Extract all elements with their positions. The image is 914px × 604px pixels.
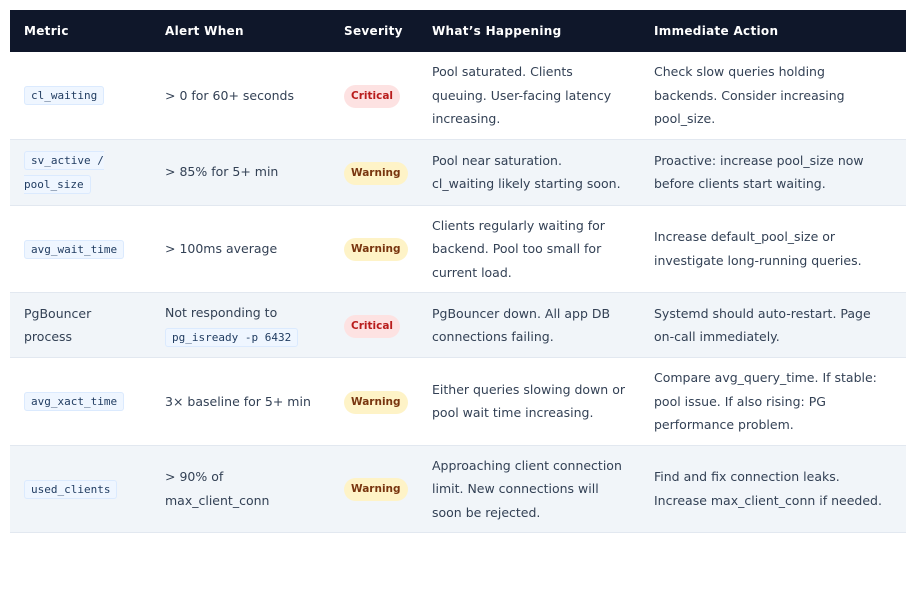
alert-text: > 100ms average xyxy=(165,241,278,256)
alert-text: > 85% for 5+ min xyxy=(165,164,279,180)
metric-cell: avg_xact_time xyxy=(10,357,151,446)
immediate-action-cell: Increase default_pool_size or investigat… xyxy=(640,205,906,293)
metric-code: avg_wait_time xyxy=(24,239,125,259)
whats-happening-cell: Pool saturated. Clients queuing. User-fa… xyxy=(418,52,640,140)
header-row: Metric Alert When Severity What’s Happen… xyxy=(10,10,906,52)
header-alert-when: Alert When xyxy=(151,10,330,52)
severity-cell: Warning xyxy=(330,139,418,206)
metric-code: sv_active / pool_size xyxy=(24,150,104,194)
header-metric: Metric xyxy=(10,10,151,52)
header-whats-happening: What’s Happening xyxy=(418,10,640,52)
metric-text: PgBouncer process xyxy=(24,305,92,345)
alert-text: > 90% of max_client_conn xyxy=(165,469,270,508)
immediate-action-cell: Compare avg_query_time. If stable: pool … xyxy=(640,357,906,446)
severity-cell: Critical xyxy=(330,52,418,140)
table-row: cl_waiting > 0 for 60+ seconds Critical … xyxy=(10,52,906,140)
header-immediate-action: Immediate Action xyxy=(640,10,906,52)
severity-cell: Warning xyxy=(330,357,418,446)
immediate-action-cell: Proactive: increase pool_size now before… xyxy=(640,139,906,206)
metric-code: used_clients xyxy=(24,479,118,499)
metric-cell: avg_wait_time xyxy=(10,205,151,293)
table-row: avg_xact_time 3× baseline for 5+ min War… xyxy=(10,357,906,446)
alert-cell: > 85% for 5+ min xyxy=(151,139,330,206)
alert-code: pg_isready -p 6432 xyxy=(165,327,299,347)
header-severity: Severity xyxy=(330,10,418,52)
immediate-action-cell: Systemd should auto-restart. Page on-cal… xyxy=(640,292,906,358)
severity-badge: Warning xyxy=(344,478,408,502)
whats-happening-cell: Pool near saturation. cl_waiting likely … xyxy=(418,139,640,206)
severity-badge: Warning xyxy=(344,161,408,185)
immediate-action-cell: Find and fix connection leaks. Increase … xyxy=(640,445,906,533)
severity-cell: Critical xyxy=(330,292,418,358)
whats-happening-cell: Approaching client connection limit. New… xyxy=(418,445,640,533)
table-row: avg_wait_time > 100ms average Warning Cl… xyxy=(10,205,906,293)
immediate-action-cell: Check slow queries holding backends. Con… xyxy=(640,52,906,140)
alert-text: Not responding to xyxy=(165,305,278,320)
alert-cell: > 90% of max_client_conn xyxy=(151,445,330,533)
severity-badge: Warning xyxy=(344,390,408,414)
table-row: sv_active / pool_size > 85% for 5+ min W… xyxy=(10,139,906,206)
severity-cell: Warning xyxy=(330,205,418,293)
metric-cell: PgBouncer process xyxy=(10,292,151,358)
alert-text: 3× baseline for 5+ min xyxy=(165,393,311,409)
alert-thresholds-table: Metric Alert When Severity What’s Happen… xyxy=(10,10,906,533)
severity-badge: Critical xyxy=(344,314,401,338)
metric-code: avg_xact_time xyxy=(24,392,125,411)
metric-cell: cl_waiting xyxy=(10,52,151,140)
severity-cell: Warning xyxy=(330,445,418,533)
alert-cell: Not responding to pg_isready -p 6432 xyxy=(151,292,330,358)
metric-cell: sv_active / pool_size xyxy=(10,139,151,206)
table-row: used_clients > 90% of max_client_conn Wa… xyxy=(10,445,906,533)
table-row: PgBouncer process Not responding to pg_is… xyxy=(10,292,906,358)
alert-text: > 0 for 60+ seconds xyxy=(165,87,294,103)
alert-cell: > 100ms average xyxy=(151,205,330,293)
alert-cell: > 0 for 60+ seconds xyxy=(151,52,330,140)
whats-happening-cell: Clients regularly waiting for backend. P… xyxy=(418,205,640,293)
metric-code: cl_waiting xyxy=(24,86,105,105)
whats-happening-cell: PgBouncer down. All app DB connections f… xyxy=(418,292,640,358)
whats-happening-cell: Either queries slowing down or pool wait… xyxy=(418,357,640,446)
metric-cell: used_clients xyxy=(10,445,151,533)
alert-cell: 3× baseline for 5+ min xyxy=(151,357,330,446)
severity-badge: Warning xyxy=(344,238,408,262)
severity-badge: Critical xyxy=(344,84,401,108)
